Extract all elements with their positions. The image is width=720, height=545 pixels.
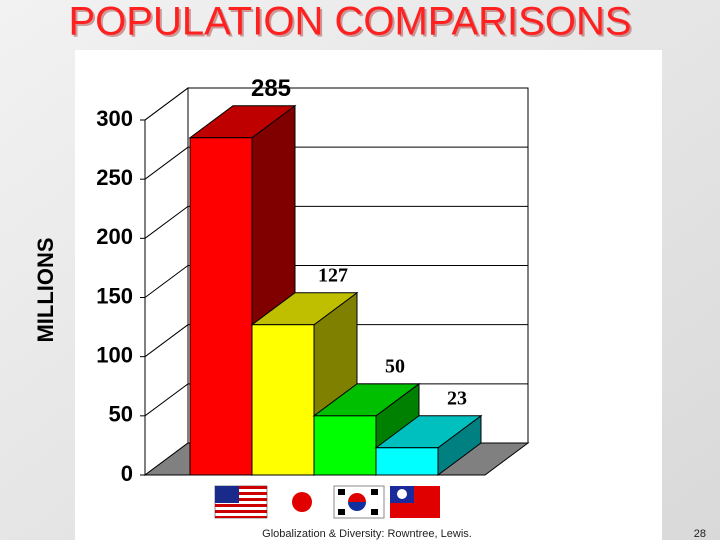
value-label: 285 (251, 75, 291, 102)
y-tick-label: 50 (109, 402, 133, 427)
flag-taiwan (390, 486, 440, 518)
value-label: 127 (318, 264, 348, 286)
y-tick-label: 250 (96, 165, 133, 190)
page-number: 28 (694, 528, 706, 540)
chart-title: POPULATION COMPARISONS (68, 0, 631, 44)
bar (251, 324, 315, 476)
grid-line (144, 205, 528, 239)
footer: Globalization & Diversity: Rowntree, Lew… (262, 528, 472, 540)
bar (375, 447, 439, 476)
flag-korea (333, 485, 385, 519)
y-axis-label: MILLIONS (33, 237, 58, 342)
y-tick-label: 300 (96, 106, 133, 131)
y-tick-label: 100 (96, 342, 133, 367)
y-tick-label: 150 (96, 283, 133, 308)
grid-line (144, 87, 528, 121)
grid-line (144, 324, 528, 358)
y-tick-label: 200 (96, 224, 133, 249)
y-tick-label: 0 (121, 461, 133, 486)
grid-line (144, 265, 528, 298)
grid-line (144, 146, 528, 180)
value-label: 23 (447, 387, 467, 409)
bar (313, 415, 377, 476)
flag-usa (214, 485, 268, 519)
bar (189, 137, 253, 476)
value-label: 50 (385, 355, 405, 377)
flags (214, 485, 440, 519)
flag-japan (292, 492, 312, 512)
title-shadow: POPULATION COMPARISONS (70, 2, 633, 46)
